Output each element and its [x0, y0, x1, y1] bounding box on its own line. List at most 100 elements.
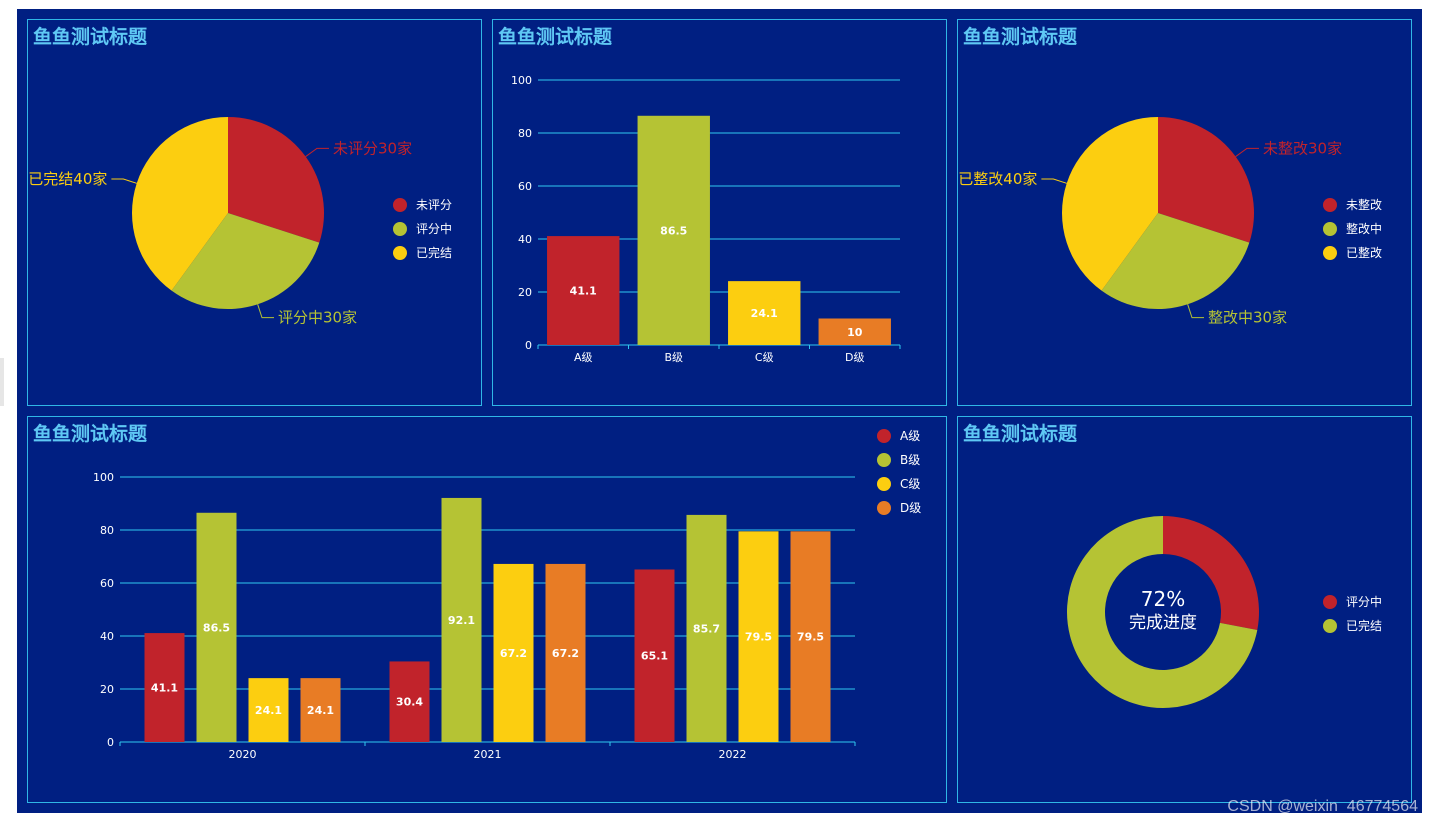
panel-title: 鱼鱼测试标题: [498, 26, 613, 48]
pie-slice: [1062, 117, 1158, 291]
legend-label: 未评分: [416, 198, 452, 212]
bar-value-label: 24.1: [307, 704, 334, 717]
x-tick-label: D级: [845, 351, 864, 364]
pie-slice-label: 评分中30家: [278, 309, 357, 327]
legend-label: A级: [900, 429, 920, 443]
legend-label: C级: [900, 477, 920, 491]
legend-swatch: [1323, 595, 1337, 609]
legend-label: D级: [900, 501, 921, 515]
pie-label-line: [1235, 147, 1259, 157]
y-tick-label: 0: [107, 736, 114, 749]
pie-slice-label: 已完结40家: [28, 170, 107, 188]
bar-value-label: 65.1: [641, 650, 668, 663]
pie-slice-label: 未评分30家: [333, 139, 412, 157]
bar: [300, 678, 341, 742]
legend-swatch: [393, 246, 407, 260]
grouped-bar-chart-yearly: 0 20 40 60 80 100 41.1 86.5 24.1 24.1 2020 30.4 92.1…: [93, 429, 921, 761]
bar-value-label: 67.2: [552, 647, 579, 660]
panel-donut-progress: 鱼鱼测试标题 72% 完成进度 评分中已完结: [957, 416, 1412, 803]
legend-label: 已完结: [1346, 618, 1382, 633]
bar: [196, 512, 237, 742]
panel-bar-yearly: 鱼鱼测试标题 0 20 40 60 80 100 41.1 86.5 24.1 24.1 2020 3…: [27, 416, 947, 803]
x-tick-label: 2020: [229, 748, 257, 761]
x-tick-label: A级: [574, 351, 593, 364]
pie-label-line: [1187, 304, 1204, 319]
panel-title: 鱼鱼测试标题: [33, 26, 148, 48]
y-tick-label: 80: [518, 127, 532, 140]
bar: [738, 531, 779, 742]
donut-center-value: 72%: [1141, 587, 1185, 611]
panel-title: 鱼鱼测试标题: [963, 423, 1078, 445]
x-tick-label: B级: [664, 351, 683, 364]
panel-title: 鱼鱼测试标题: [33, 423, 148, 445]
pie-label-line: [1041, 178, 1067, 184]
pie-slice-label: 已整改40家: [958, 170, 1037, 188]
legend-swatch: [393, 222, 407, 236]
bar: [248, 678, 289, 742]
pie-label-line: [257, 304, 274, 319]
page-edge-tab: [0, 358, 4, 406]
bar: [493, 563, 534, 742]
y-tick-label: 0: [525, 339, 532, 352]
panel-pie-rectify: 鱼鱼测试标题 未整改30家整改中30家 已整改40家未整改整改中已整改: [957, 19, 1412, 406]
bar-value-label: 79.5: [745, 631, 772, 644]
legend-label: B级: [900, 453, 920, 467]
bar: [389, 661, 430, 742]
watermark: CSDN @weixin_46774564: [1227, 798, 1418, 815]
legend-label: 整改中: [1346, 221, 1382, 236]
bar: [790, 531, 831, 742]
x-tick-label: 2021: [474, 748, 502, 761]
pie-slice-label: 未整改30家: [1263, 139, 1342, 157]
bar-value-label: 30.4: [396, 696, 423, 709]
bar-value-label: 86.5: [660, 224, 687, 237]
panel-bar-grade: 鱼鱼测试标题 0 20 40 60 80 100 41.1 A级 86.5 B级 24.1 C级 10 D…: [492, 19, 947, 406]
bar-value-label: 41.1: [151, 682, 178, 695]
bar: [547, 236, 620, 345]
legend-swatch: [1323, 222, 1337, 236]
pie-label-line: [111, 178, 137, 184]
bar: [686, 514, 727, 742]
panel-pie-rating: 鱼鱼测试标题 未评分30家 评分中30家 已完结40家 未评分 评分中 已完结: [27, 19, 482, 406]
y-tick-label: 20: [100, 683, 114, 696]
y-tick-label: 100: [93, 471, 114, 484]
legend-swatch: [1323, 619, 1337, 633]
x-tick-label: 2022: [719, 748, 747, 761]
bar-value-label: 85.7: [693, 622, 720, 635]
x-tick-label: C级: [755, 351, 774, 364]
legend-swatch: [1323, 198, 1337, 212]
bar: [637, 115, 710, 346]
legend-swatch: [877, 477, 891, 491]
legend-label: 评分中: [1346, 594, 1382, 609]
legend-swatch: [393, 198, 407, 212]
panel-title: 鱼鱼测试标题: [963, 26, 1078, 48]
pie-slice: [171, 213, 320, 309]
legend-swatch: [1323, 246, 1337, 260]
pie-slice: [1158, 117, 1254, 243]
legend-swatch: [877, 429, 891, 443]
bar: [728, 281, 801, 345]
y-tick-label: 100: [511, 74, 532, 87]
bar: [144, 633, 185, 742]
bar-value-label: 86.5: [203, 621, 230, 634]
donut-center-label: 完成进度: [1129, 613, 1197, 633]
legend-label: 未整改: [1346, 197, 1382, 212]
bar-value-label: 24.1: [751, 307, 778, 320]
bar-value-label: 92.1: [448, 614, 475, 627]
bar: [545, 563, 586, 742]
bar-value-label: 10: [847, 326, 863, 339]
bar-value-label: 24.1: [255, 704, 282, 717]
donut-slice: [1163, 516, 1259, 630]
pie-label-line: [305, 147, 329, 157]
y-tick-label: 20: [518, 286, 532, 299]
pie-slice: [228, 117, 324, 243]
pie-slice: [1101, 213, 1250, 309]
bar: [441, 497, 482, 742]
y-tick-label: 40: [518, 233, 532, 246]
pie-slice-label: 整改中30家: [1208, 309, 1287, 327]
legend-swatch: [877, 453, 891, 467]
legend-label: 已整改: [1346, 245, 1382, 260]
y-tick-label: 40: [100, 630, 114, 643]
bar-value-label: 67.2: [500, 647, 527, 660]
